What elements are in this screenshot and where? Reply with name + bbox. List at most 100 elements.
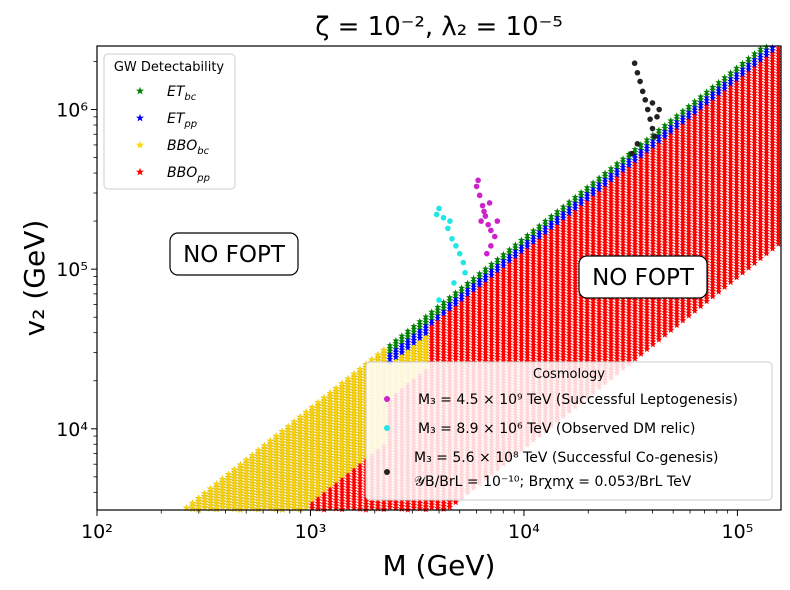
gw-point [565, 257, 573, 264]
gw-point [553, 252, 561, 260]
gw-point [296, 449, 305, 457]
gw-point [685, 158, 693, 165]
gw-point [679, 314, 687, 321]
gw-point [302, 492, 311, 500]
gw-point [655, 218, 663, 226]
gw-point [679, 191, 687, 198]
gw-point [476, 328, 483, 336]
gw-point [278, 488, 287, 497]
gw-point [416, 350, 424, 359]
gw-point [512, 266, 519, 273]
gw-point [601, 247, 609, 255]
gw-point [224, 481, 233, 489]
gw-point [619, 336, 627, 344]
gw-point [541, 223, 549, 230]
gw-point [583, 251, 591, 258]
gw-point [535, 233, 543, 240]
gw-point [338, 489, 346, 496]
gw-point [218, 475, 227, 483]
gw-point [571, 210, 579, 217]
gw-point [673, 115, 681, 122]
gw-point [649, 318, 657, 325]
gw-point [703, 244, 711, 252]
gw-point [661, 222, 669, 229]
gw-point [571, 308, 579, 315]
gw-point [374, 350, 382, 359]
gw-point [206, 493, 215, 501]
gw-point [434, 306, 442, 313]
gw-point [488, 316, 495, 323]
gw-point [284, 450, 293, 458]
gw-point [535, 308, 543, 316]
gw-point [643, 197, 651, 205]
gw-point [697, 146, 705, 153]
gw-point [356, 505, 364, 512]
gw-point [625, 298, 633, 305]
gw-point [320, 441, 329, 449]
gw-point [685, 119, 693, 126]
gw-point [296, 488, 305, 496]
gw-point [625, 329, 633, 336]
gw-point [595, 221, 603, 229]
gw-point [703, 236, 711, 243]
gw-point [601, 345, 609, 353]
gw-point [583, 195, 591, 202]
gw-point [571, 344, 579, 351]
gw-point [613, 310, 621, 318]
gw-point [571, 201, 579, 209]
gw-point [613, 316, 621, 323]
gw-point [529, 296, 537, 304]
gw-point [643, 326, 651, 333]
gw-point [691, 145, 699, 152]
gw-point [607, 237, 615, 244]
gw-point [284, 495, 293, 503]
gw-point [703, 205, 711, 213]
gw-point [386, 341, 394, 349]
gw-point [529, 254, 537, 262]
gw-point [553, 350, 561, 357]
gw-point [302, 425, 311, 433]
gw-point [470, 350, 477, 357]
gw-point [529, 316, 537, 323]
gw-point [559, 351, 567, 358]
gw-point [655, 188, 663, 195]
gw-point [428, 353, 436, 360]
gw-point [649, 335, 657, 342]
gw-point [470, 302, 477, 310]
gw-point [703, 163, 711, 171]
gw-point [404, 341, 412, 348]
gw-point [500, 250, 507, 258]
gw-point [649, 167, 657, 175]
gw-point [230, 496, 239, 504]
gw-point [356, 395, 364, 404]
gw-point [649, 190, 657, 197]
gw-point [553, 272, 561, 279]
gw-point [685, 139, 693, 146]
gw-point [428, 503, 436, 511]
gw-point [254, 449, 263, 457]
gw-point [685, 141, 693, 149]
gw-point [541, 318, 549, 325]
gw-point [272, 496, 281, 504]
gw-point [356, 432, 364, 440]
gw-point [302, 427, 311, 436]
gw-point [464, 332, 471, 340]
gw-point [308, 470, 317, 478]
gw-point [518, 278, 525, 285]
gw-point [422, 329, 430, 337]
gw-point [541, 354, 549, 361]
gw-point [494, 286, 501, 293]
gw-point [529, 291, 537, 298]
gw-point [446, 355, 454, 362]
gw-point [673, 148, 681, 155]
gw-point [224, 490, 233, 498]
gw-point [320, 480, 329, 488]
gw-point [637, 154, 645, 162]
gw-point [344, 397, 352, 405]
gw-point [326, 417, 334, 425]
gw-point [398, 335, 406, 342]
gw-point [667, 122, 675, 130]
gw-point [440, 326, 448, 334]
gw-point [673, 313, 681, 320]
gw-point [350, 437, 358, 445]
